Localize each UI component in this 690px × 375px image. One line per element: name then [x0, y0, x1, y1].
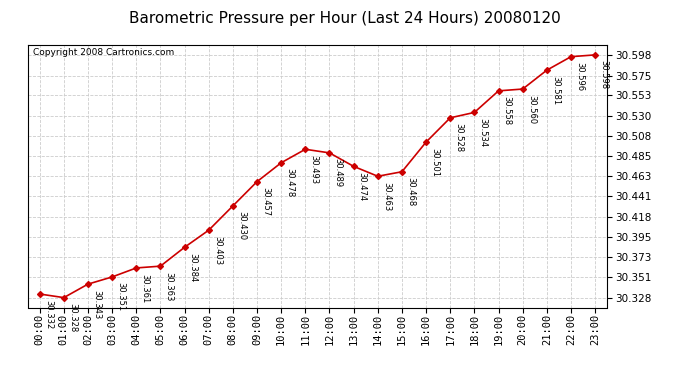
Text: 30.534: 30.534 [479, 118, 488, 147]
Text: 30.581: 30.581 [551, 76, 560, 105]
Text: 30.493: 30.493 [310, 155, 319, 184]
Text: 30.332: 30.332 [44, 300, 53, 329]
Text: 30.558: 30.558 [503, 96, 512, 126]
Text: 30.468: 30.468 [406, 177, 415, 207]
Text: 30.403: 30.403 [213, 236, 222, 265]
Text: Copyright 2008 Cartronics.com: Copyright 2008 Cartronics.com [33, 48, 175, 57]
Text: 30.351: 30.351 [117, 282, 126, 312]
Text: 30.528: 30.528 [455, 123, 464, 153]
Text: 30.560: 30.560 [527, 94, 536, 124]
Text: 30.489: 30.489 [334, 158, 343, 188]
Text: Barometric Pressure per Hour (Last 24 Hours) 20080120: Barometric Pressure per Hour (Last 24 Ho… [129, 11, 561, 26]
Text: 30.363: 30.363 [165, 272, 174, 301]
Text: 30.474: 30.474 [358, 172, 367, 201]
Text: 30.596: 30.596 [575, 62, 584, 92]
Text: 30.343: 30.343 [92, 290, 101, 319]
Text: 30.501: 30.501 [431, 148, 440, 177]
Text: 30.430: 30.430 [237, 211, 246, 241]
Text: 30.457: 30.457 [262, 187, 270, 216]
Text: 30.328: 30.328 [68, 303, 77, 332]
Text: 30.478: 30.478 [286, 168, 295, 198]
Text: 30.384: 30.384 [189, 253, 198, 282]
Text: 30.598: 30.598 [600, 60, 609, 90]
Text: 30.463: 30.463 [382, 182, 391, 211]
Text: 30.361: 30.361 [141, 273, 150, 303]
